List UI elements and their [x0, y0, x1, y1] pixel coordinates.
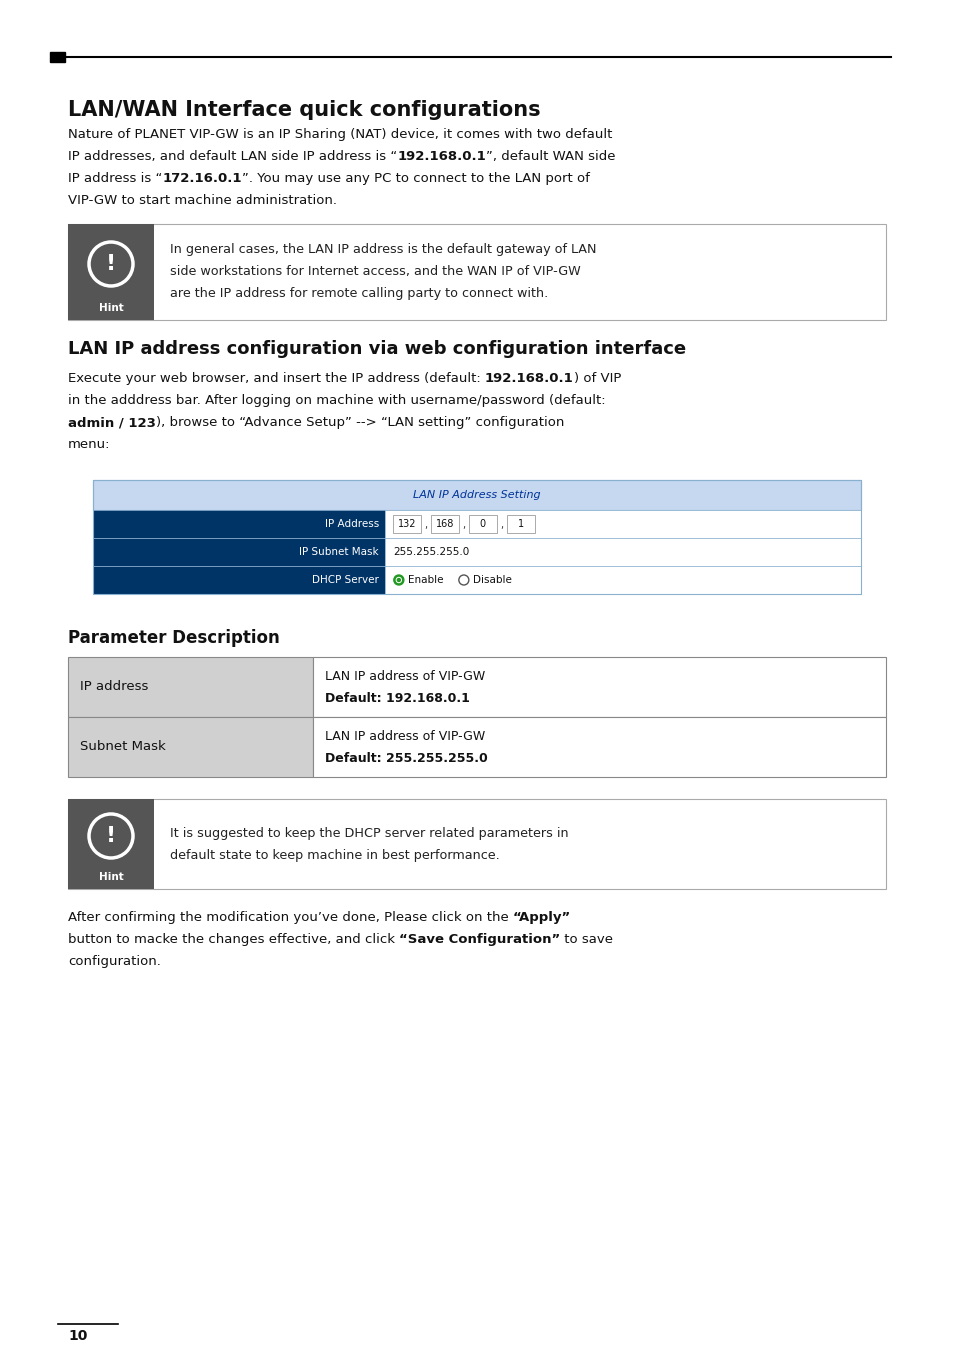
Circle shape — [396, 578, 400, 581]
Text: LAN IP address configuration via web configuration interface: LAN IP address configuration via web con… — [68, 340, 685, 357]
Text: 192.168.0.1: 192.168.0.1 — [396, 150, 485, 162]
Text: Hint: Hint — [98, 872, 123, 881]
Text: 192.168.0.1: 192.168.0.1 — [484, 372, 573, 385]
Text: 172.16.0.1: 172.16.0.1 — [162, 172, 242, 185]
Circle shape — [394, 575, 403, 585]
Text: “Apply”: “Apply” — [513, 911, 571, 923]
FancyBboxPatch shape — [384, 538, 861, 566]
Text: Execute your web browser, and insert the IP address (default:: Execute your web browser, and insert the… — [68, 372, 484, 385]
Text: Disable: Disable — [473, 575, 511, 585]
Text: ), browse to “Advance Setup” --> “LAN setting” configuration: ), browse to “Advance Setup” --> “LAN se… — [155, 416, 563, 429]
Text: ,: , — [461, 520, 464, 529]
Text: 255.255.255.0: 255.255.255.0 — [393, 547, 469, 556]
Text: 1: 1 — [517, 519, 523, 529]
Text: ,: , — [499, 520, 502, 529]
Text: Enable: Enable — [408, 575, 443, 585]
Text: Default: 192.168.0.1: Default: 192.168.0.1 — [325, 692, 470, 705]
Text: After confirming the modification you’ve done, Please click on the: After confirming the modification you’ve… — [68, 911, 513, 923]
Text: LAN IP address of VIP-GW: LAN IP address of VIP-GW — [325, 731, 485, 743]
Text: 0: 0 — [479, 519, 485, 529]
Text: IP address is “: IP address is “ — [68, 172, 162, 185]
Text: are the IP address for remote calling party to connect with.: are the IP address for remote calling pa… — [170, 287, 548, 301]
FancyBboxPatch shape — [92, 566, 384, 594]
Bar — [50, 51, 65, 62]
Text: IP addresses, and default LAN side IP address is “: IP addresses, and default LAN side IP ad… — [68, 150, 396, 162]
Text: Default: 255.255.255.0: Default: 255.255.255.0 — [325, 753, 488, 765]
Text: LAN/WAN Interface quick configurations: LAN/WAN Interface quick configurations — [68, 100, 540, 121]
Text: admin / 123: admin / 123 — [68, 416, 155, 429]
Text: DHCP Server: DHCP Server — [312, 575, 378, 585]
Circle shape — [395, 578, 401, 582]
FancyBboxPatch shape — [68, 657, 314, 718]
Text: Nature of PLANET VIP-GW is an IP Sharing (NAT) device, it comes with two default: Nature of PLANET VIP-GW is an IP Sharing… — [68, 129, 612, 141]
Text: !: ! — [106, 255, 116, 274]
FancyBboxPatch shape — [68, 799, 885, 890]
FancyBboxPatch shape — [384, 510, 861, 538]
Text: side workstations for Internet access, and the WAN IP of VIP-GW: side workstations for Internet access, a… — [170, 265, 580, 279]
Text: In general cases, the LAN IP address is the default gateway of LAN: In general cases, the LAN IP address is … — [170, 244, 596, 256]
FancyBboxPatch shape — [431, 515, 458, 533]
Text: ,: , — [423, 520, 427, 529]
FancyBboxPatch shape — [68, 718, 314, 777]
Text: ) of VIP: ) of VIP — [573, 372, 620, 385]
Text: in the adddress bar. After logging on machine with username/password (default:: in the adddress bar. After logging on ma… — [68, 394, 605, 408]
Text: configuration.: configuration. — [68, 955, 161, 968]
Text: ”. You may use any PC to connect to the LAN port of: ”. You may use any PC to connect to the … — [242, 172, 589, 185]
FancyBboxPatch shape — [68, 799, 153, 890]
Text: Parameter Description: Parameter Description — [68, 630, 279, 647]
FancyBboxPatch shape — [314, 657, 885, 718]
Text: !: ! — [106, 826, 116, 846]
FancyBboxPatch shape — [384, 566, 861, 594]
FancyBboxPatch shape — [92, 481, 861, 510]
FancyBboxPatch shape — [92, 538, 384, 566]
FancyBboxPatch shape — [468, 515, 497, 533]
Text: 132: 132 — [397, 519, 416, 529]
Text: menu:: menu: — [68, 437, 111, 451]
Text: IP address: IP address — [80, 681, 149, 693]
Text: 10: 10 — [68, 1330, 88, 1343]
Text: It is suggested to keep the DHCP server related parameters in: It is suggested to keep the DHCP server … — [170, 826, 568, 839]
FancyBboxPatch shape — [92, 510, 384, 538]
Text: IP Subnet Mask: IP Subnet Mask — [299, 547, 378, 556]
Text: Subnet Mask: Subnet Mask — [80, 741, 166, 753]
FancyBboxPatch shape — [506, 515, 535, 533]
Text: IP Address: IP Address — [324, 519, 378, 529]
Text: to save: to save — [560, 933, 613, 946]
Text: default state to keep machine in best performance.: default state to keep machine in best pe… — [170, 849, 499, 861]
Text: “Save Configuration”: “Save Configuration” — [399, 933, 560, 946]
Text: VIP-GW to start machine administration.: VIP-GW to start machine administration. — [68, 194, 336, 207]
FancyBboxPatch shape — [68, 223, 885, 320]
FancyBboxPatch shape — [68, 223, 153, 320]
Text: 168: 168 — [436, 519, 454, 529]
Text: LAN IP Address Setting: LAN IP Address Setting — [413, 490, 540, 500]
FancyBboxPatch shape — [314, 718, 885, 777]
Text: Hint: Hint — [98, 303, 123, 313]
Text: ”, default WAN side: ”, default WAN side — [485, 150, 615, 162]
Text: LAN IP address of VIP-GW: LAN IP address of VIP-GW — [325, 670, 485, 684]
Text: button to macke the changes effective, and click: button to macke the changes effective, a… — [68, 933, 399, 946]
FancyBboxPatch shape — [393, 515, 420, 533]
